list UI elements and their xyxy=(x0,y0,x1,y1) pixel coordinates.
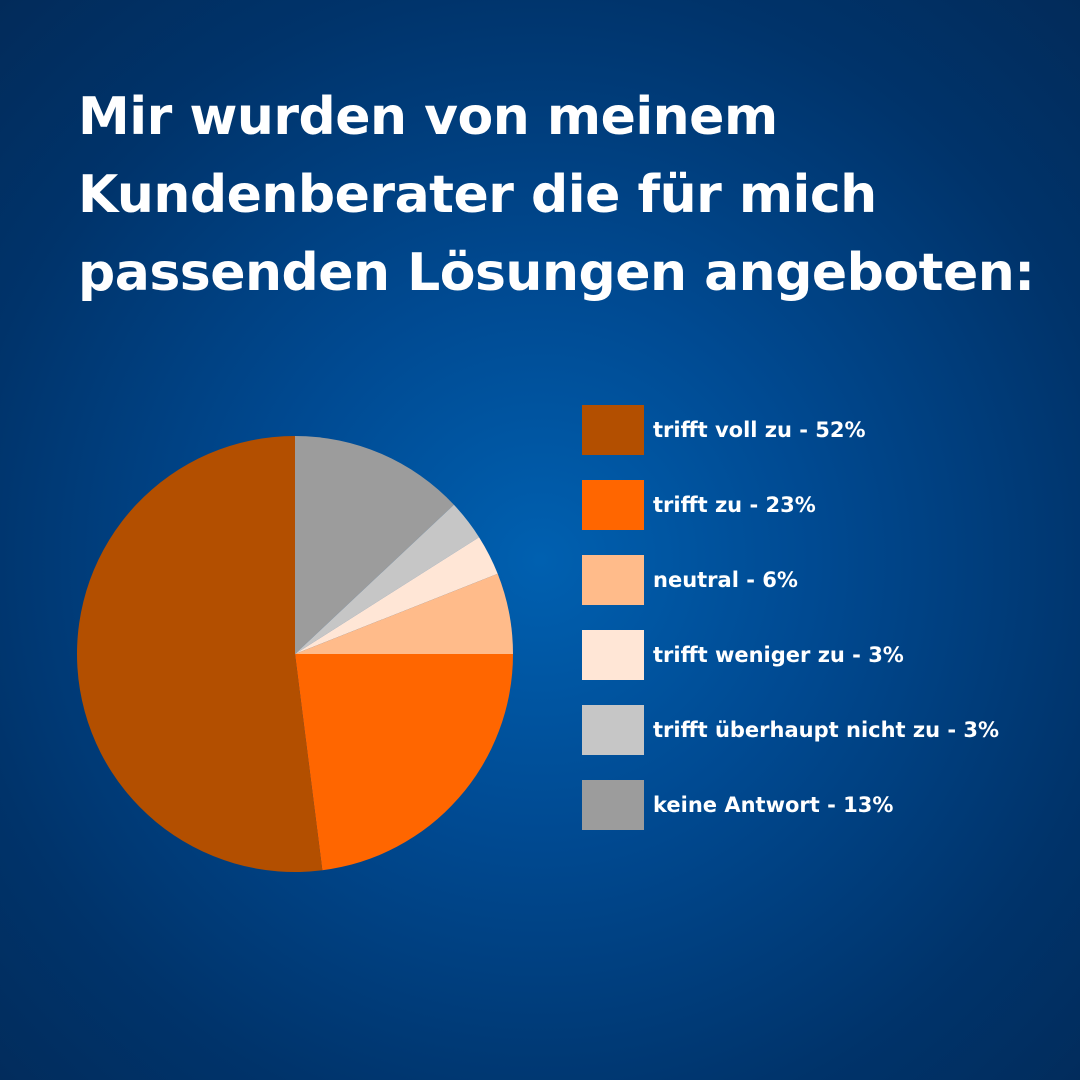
legend-item: trifft überhaupt nicht zu - 3% xyxy=(582,705,999,755)
legend-swatch xyxy=(582,555,644,605)
legend-item: neutral - 6% xyxy=(582,555,999,605)
pie-slice-neutral xyxy=(295,573,513,654)
legend-swatch xyxy=(582,480,644,530)
legend-label: keine Antwort - 13% xyxy=(653,793,894,817)
pie-slice-trifft-zu xyxy=(295,654,513,871)
title-line: Kundenberater die für mich xyxy=(78,165,877,225)
legend-label: trifft weniger zu - 3% xyxy=(653,643,904,667)
legend-swatch xyxy=(582,405,644,455)
legend-swatch xyxy=(582,780,644,830)
legend-label: trifft überhaupt nicht zu - 3% xyxy=(653,718,1000,742)
legend-label: trifft voll zu - 52% xyxy=(653,418,866,442)
chart-title: Mir wurden von meinem Kundenberater die … xyxy=(78,78,1038,312)
legend-item: trifft zu - 23% xyxy=(582,480,999,530)
legend-swatch xyxy=(582,705,644,755)
title-line: Mir wurden von meinem xyxy=(78,87,778,147)
title-line: passenden Lösungen angeboten: xyxy=(78,243,1035,303)
legend-swatch xyxy=(582,630,644,680)
pie-slice-trifft-berhaupt-nicht-zu xyxy=(295,504,480,654)
pie-slice-trifft-voll-zu xyxy=(77,436,323,872)
legend-label: trifft zu - 23% xyxy=(653,493,816,517)
legend-item: trifft weniger zu - 3% xyxy=(582,630,999,680)
pie-slice-keine-antwort xyxy=(295,436,454,654)
legend-item: keine Antwort - 13% xyxy=(582,780,999,830)
pie-slice-trifft-weniger-zu xyxy=(295,537,498,654)
legend: trifft voll zu - 52% trifft zu - 23% neutr… xyxy=(582,405,999,855)
legend-label: neutral - 6% xyxy=(653,568,798,592)
legend-item: trifft voll zu - 52% xyxy=(582,405,999,455)
